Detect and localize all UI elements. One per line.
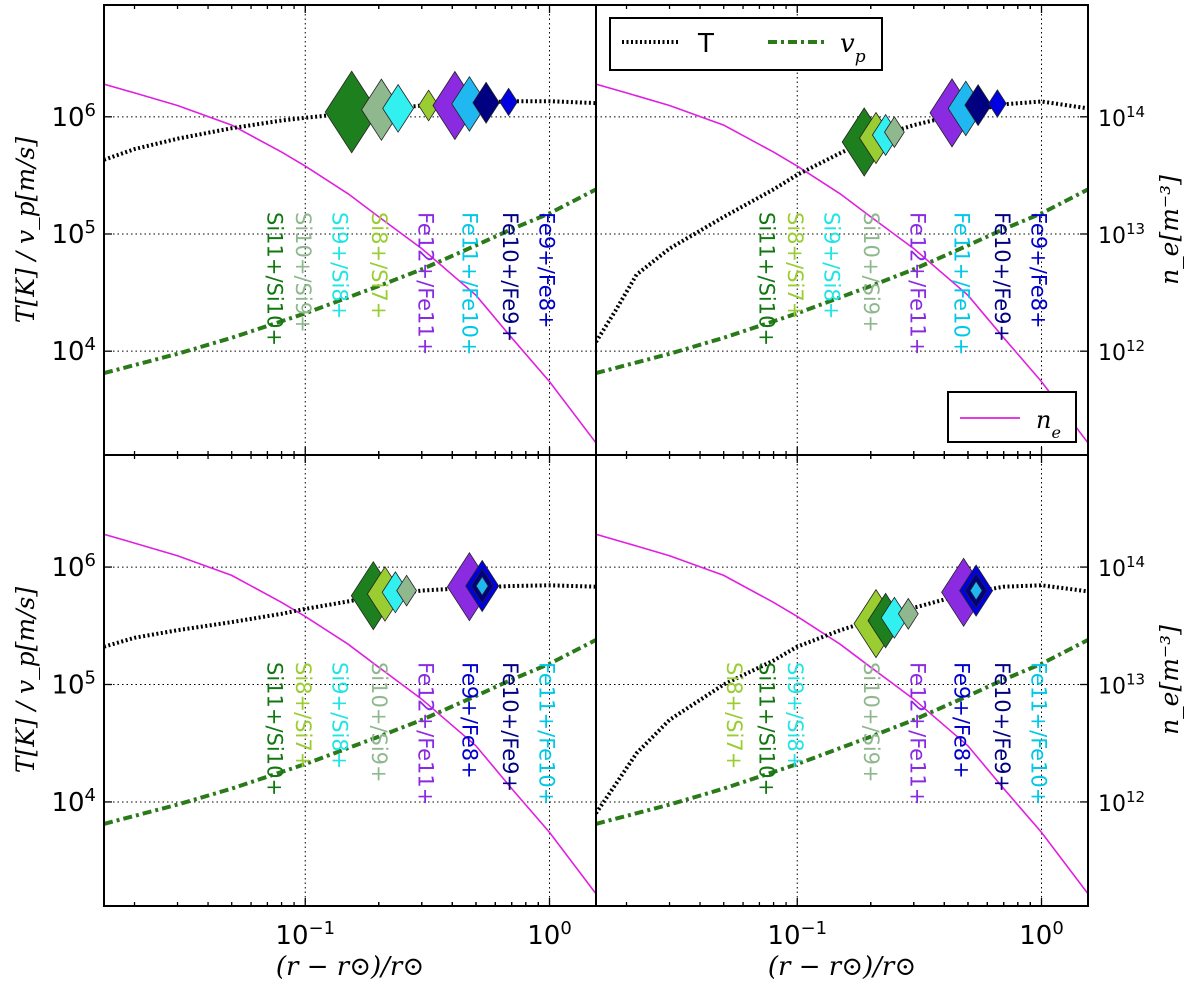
ion-ratio-label: Fe11+/Fe10+	[457, 212, 481, 355]
ion-ratio-label: Si10+/Si9+	[859, 662, 883, 783]
legend-label-v_p: vp	[840, 29, 866, 67]
ion-ratio-label: Si9+/Si8+	[783, 662, 807, 769]
ion-ratio-label: Si11+/Si10+	[263, 662, 287, 796]
plot-area	[596, 78, 1088, 444]
ion-ratio-label: Fe10+/Fe9+	[990, 662, 1014, 792]
x-tick-label: 10−1	[275, 918, 335, 952]
ion-ratio-label: Fe11+/Fe10+	[1026, 662, 1050, 805]
ion-ratio-label: Fe9+/Fe8+	[1026, 212, 1050, 329]
ratio-marker	[396, 574, 417, 607]
panel-top-right: Si11+/Si10+ Si8+/Si7+ Si9+/Si8+ Si10+/Si9+ F…	[595, 4, 1145, 456]
panel-bottom-left: Si11+/Si10+ Si8+/Si7+ Si9+/Si8+ Si10+/Si9+ F…	[51, 454, 597, 952]
y-right-tick-label: 1013	[1098, 220, 1145, 249]
plot-area	[104, 533, 596, 895]
panel-bottom-right: Si8+/Si7+ Si11+/Si10+ Si9+/Si8+ Si10+/Si9+ F…	[595, 454, 1145, 952]
ion-ratio-label: Fe9+/Fe8+	[949, 662, 973, 779]
ion-ratio-label: Si10+/Si9+	[367, 662, 391, 783]
y-right-tick-label: 1014	[1098, 103, 1145, 132]
ratio-marker	[499, 87, 518, 117]
ion-ratio-label: Si9+/Si8+	[327, 662, 351, 769]
panel-top-left: Si11+/Si10+ Si10+/Si9+ Si9+/Si8+ Si8+/Si7+ F…	[51, 4, 597, 456]
ion-ratio-label: Si9+/Si8+	[327, 212, 351, 319]
ion-ratio-label: Si11+/Si10+	[755, 212, 779, 346]
ion-ratio-label: Si8+/Si7+	[367, 212, 391, 319]
legend-label-n_e: ne	[1036, 406, 1061, 442]
ion-ratio-label: Fe12+/Fe11+	[413, 212, 437, 355]
ticks	[104, 5, 551, 455]
ion-ratio-label: Fe10+/Fe9+	[990, 212, 1014, 342]
ratio-marker	[884, 116, 905, 149]
ion-ratio-label: Fe9+/Fe8+	[457, 662, 481, 779]
series-T	[104, 583, 596, 649]
ratio-marker	[382, 83, 414, 133]
ion-ratio-label: Si8+/Si7+	[722, 662, 746, 769]
y-right-tick-label: 1012	[1098, 788, 1145, 817]
ratio-marker	[475, 575, 489, 597]
y-left-axis-label: T[K] / v_p[m/s]	[11, 137, 40, 324]
ion-ratio-label: Si11+/Si10+	[755, 662, 779, 796]
ion-ratio-label: Fe11+/Fe10+	[534, 662, 558, 805]
series-v_p	[596, 638, 1088, 826]
legend-ne: ne	[947, 391, 1077, 443]
ion-ratio-label: Fe9+/Fe8+	[534, 212, 558, 329]
legend-label-T: T	[697, 29, 714, 59]
y-right-axis-label: n_e[m⁻³]	[1155, 175, 1184, 285]
x-tick-label: 10−1	[767, 918, 827, 952]
x-axis-label: (r − r⊙)/r⊙	[768, 952, 916, 982]
ratio-marker	[964, 83, 992, 127]
ion-ratio-label: Fe12+/Fe11+	[413, 662, 437, 805]
series-v_p	[104, 638, 596, 826]
plot-area	[596, 533, 1088, 895]
y-left-tick-label: 104	[51, 334, 96, 368]
series-v_p	[596, 187, 1088, 376]
y-right-tick-label: 1012	[1098, 337, 1145, 366]
ratio-marker	[472, 81, 500, 124]
series-T	[596, 99, 1088, 343]
ticks	[104, 455, 551, 906]
series-v_p	[104, 187, 596, 376]
y-left-tick-label: 106	[51, 99, 96, 133]
ion-ratio-label: Fe12+/Fe11+	[905, 212, 929, 355]
y-left-tick-label: 106	[51, 550, 96, 584]
series-n_e	[596, 83, 1088, 444]
y-right-axis-label: n_e[m⁻³]	[1155, 625, 1184, 735]
x-tick-label: 100	[527, 918, 572, 952]
plot-area	[104, 70, 596, 444]
panel-frame	[595, 454, 1089, 907]
ratio-marker	[418, 89, 439, 122]
ratio-marker	[969, 580, 983, 601]
y-left-tick-label: 104	[51, 784, 96, 818]
ion-ratio-label: Fe10+/Fe9+	[498, 212, 522, 342]
y-left-tick-label: 105	[51, 667, 96, 701]
ion-ratio-label: Si8+/Si7+	[291, 662, 315, 769]
ion-ratio-label: Fe10+/Fe9+	[498, 662, 522, 792]
ion-ratio-label: Si11+/Si10+	[263, 212, 287, 346]
ion-ratio-label: Si10+/Si9+	[859, 212, 883, 333]
ion-ratio-label: Fe11+/Fe10+	[949, 212, 973, 355]
ticks	[625, 5, 1088, 455]
y-left-axis-label: T[K] / v_p[m/s]	[11, 587, 40, 774]
ion-ratio-label: Fe12+/Fe11+	[905, 662, 929, 805]
ratio-marker	[897, 597, 919, 630]
ratio-marker	[988, 89, 1007, 118]
ion-ratio-label: Si9+/Si8+	[819, 212, 843, 319]
y-left-tick-label: 105	[51, 216, 96, 250]
series-n_e	[104, 83, 596, 444]
ticks	[625, 455, 1088, 906]
series-n_e	[596, 533, 1088, 895]
ion-ratio-label: Si10+/Si9+	[291, 212, 315, 333]
legend-box	[947, 391, 1077, 443]
series-n_e	[104, 533, 596, 895]
panels-group: Si11+/Si10+ Si10+/Si9+ Si9+/Si8+ Si8+/Si7+ F…	[51, 4, 1145, 952]
x-tick-label: 100	[1019, 918, 1064, 952]
axis-labels: (r − r⊙)/r⊙ (r − r⊙)/r⊙ T[K] / v_p[m/s] T[K…	[11, 137, 1184, 982]
y-right-tick-label: 1013	[1098, 671, 1145, 700]
y-right-tick-label: 1014	[1098, 553, 1145, 582]
x-axis-label: (r − r⊙)/r⊙	[276, 952, 424, 982]
ion-ratio-label: Si8+/Si7+	[783, 212, 807, 319]
series-T	[596, 583, 1088, 815]
